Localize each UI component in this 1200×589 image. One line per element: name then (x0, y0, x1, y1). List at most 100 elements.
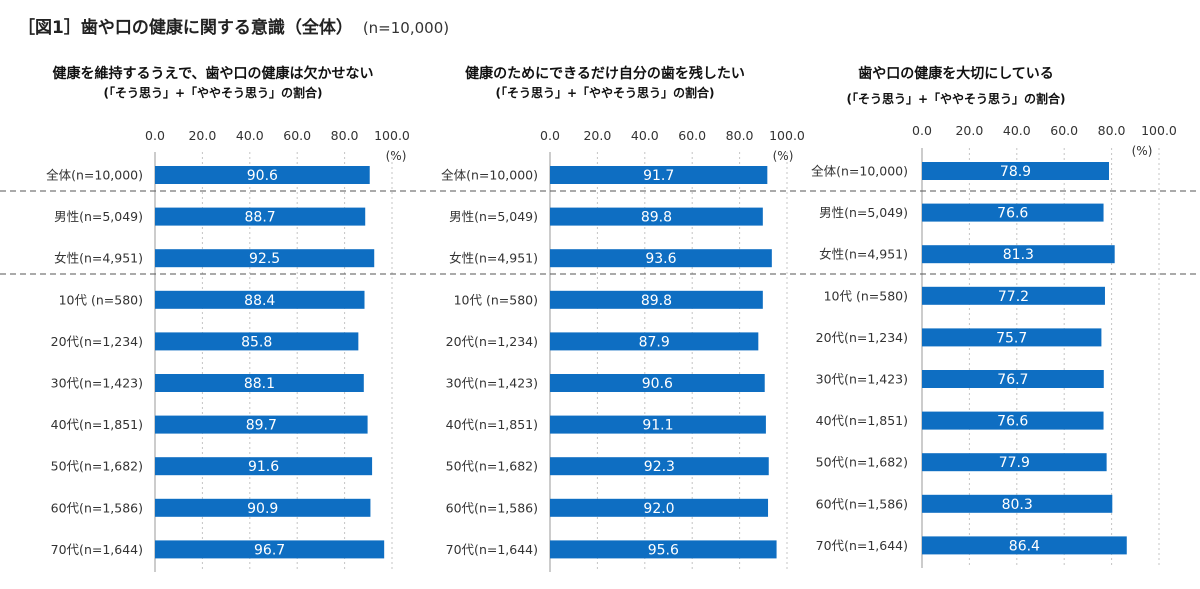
chart3-unit-label: (%) (1132, 144, 1153, 158)
chart3-data-label: 75.7 (996, 330, 1027, 346)
chart1-bar (155, 166, 370, 184)
chart2-bar (550, 415, 766, 434)
chart2-bar (550, 498, 769, 517)
chart1-bar (155, 249, 375, 268)
chart2-tick-label: 100.0 (769, 128, 805, 143)
chart3-bar (922, 162, 1109, 180)
chart2-data-label: 89.8 (641, 293, 672, 309)
chart1-category-label: 20代(n=1,234) (51, 334, 143, 349)
chart3-subtitle: (「そう思う」+「ややそう思う」の割合) (846, 91, 1065, 106)
chart1-bar (155, 415, 368, 434)
chart3-bar (922, 286, 1105, 305)
chart1-data-label: 88.1 (244, 376, 275, 392)
chart3-category-label: 全体(n=10,000) (811, 164, 908, 179)
chart3-category-label: 50代(n=1,682) (816, 455, 908, 470)
chart2-category-label: 70代(n=1,644) (446, 542, 538, 557)
chart2-bar (550, 290, 763, 309)
chart2-bar (550, 457, 769, 476)
chart3-data-label: 76.6 (997, 206, 1028, 222)
chart1-data-label: 88.7 (245, 210, 276, 226)
chart3-bar (922, 328, 1102, 347)
chart1-category-label: 70代(n=1,644) (51, 542, 143, 557)
chart1-tick-label: 0.0 (145, 128, 165, 143)
chart3-tick-label: 60.0 (1050, 123, 1078, 138)
chart2-tick-label: 20.0 (583, 128, 611, 143)
chart3-bar (922, 370, 1104, 388)
chart1-title: 健康を維持するうえで、歯や口の健康は欠かせない (52, 65, 373, 82)
chart1-category-label: 10代 (n=580) (59, 292, 143, 307)
chart1-tick-label: 40.0 (236, 128, 264, 143)
chart3-data-label: 77.2 (998, 289, 1029, 305)
chart2-subtitle: (「そう思う」+「ややそう思う」の割合) (495, 85, 714, 100)
chart1-data-label: 88.4 (244, 293, 275, 309)
chart2-data-label: 92.3 (644, 459, 675, 475)
figure-title: ［図1］歯や口の健康に関する意識（全体） (n=10,000) (18, 13, 449, 38)
chart1-data-label: 85.8 (241, 334, 272, 350)
chart1-tick-label: 60.0 (283, 128, 311, 143)
chart3-tick-label: 40.0 (1003, 123, 1031, 138)
chart2-data-label: 95.6 (648, 542, 679, 558)
chart2-tick-label: 80.0 (726, 128, 754, 143)
chart1-category-label: 女性(n=4,951) (54, 251, 143, 266)
chart3-category-label: 女性(n=4,951) (819, 247, 908, 262)
chart2-data-label: 89.8 (641, 210, 672, 226)
figure-title-text: ［図1］歯や口の健康に関する意識（全体） (18, 18, 353, 38)
chart1-category-label: 30代(n=1,423) (51, 376, 143, 391)
chart2-category-label: 男性(n=5,049) (449, 209, 538, 224)
chart2-bar (550, 249, 772, 268)
chart1-category-label: 50代(n=1,682) (51, 459, 143, 474)
chart1-category-label: 40代(n=1,851) (51, 417, 143, 432)
chart3-data-label: 76.6 (997, 414, 1028, 430)
chart1-bar (155, 332, 359, 351)
chart1-tick-label: 20.0 (188, 128, 216, 143)
chart3-data-label: 80.3 (1002, 497, 1033, 513)
chart2-unit-label: (%) (773, 149, 794, 163)
chart2-tick-label: 0.0 (540, 128, 560, 143)
chart1-data-label: 92.5 (249, 251, 280, 267)
chart3-tick-label: 80.0 (1098, 123, 1126, 138)
chart1-bar (155, 374, 364, 392)
chart1-tick-label: 80.0 (331, 128, 359, 143)
chart3-data-label: 86.4 (1009, 538, 1040, 554)
chart2-data-label: 92.0 (643, 501, 674, 517)
chart2-data-label: 91.7 (643, 168, 674, 184)
chart3-bar (922, 203, 1104, 222)
chart1-category-label: 全体(n=10,000) (46, 168, 143, 183)
chart3-bar (922, 245, 1115, 264)
chart1-bar (155, 290, 365, 309)
chart1-bar (155, 457, 373, 476)
chart2-bar (550, 374, 765, 392)
chart2-category-label: 60代(n=1,586) (446, 500, 538, 515)
chart1-bar (155, 540, 385, 559)
chart2-tick-label: 40.0 (631, 128, 659, 143)
figure-sample-size: (n=10,000) (362, 19, 450, 37)
chart1-bar (155, 498, 371, 517)
chart3-tick-label: 100.0 (1141, 123, 1177, 138)
chart1-subtitle: (「そう思う」+「ややそう思う」の割合) (103, 85, 322, 100)
chart1-data-label: 90.9 (247, 501, 278, 517)
chart1-category-label: 60代(n=1,586) (51, 500, 143, 515)
chart2-category-label: 20代(n=1,234) (446, 334, 538, 349)
chart3-data-label: 81.3 (1003, 247, 1034, 263)
chart3-category-label: 70代(n=1,644) (816, 538, 908, 553)
chart3-category-label: 20代(n=1,234) (816, 330, 908, 345)
chart2-tick-label: 60.0 (678, 128, 706, 143)
chart3-category-label: 40代(n=1,851) (816, 413, 908, 428)
chart2-data-label: 93.6 (645, 251, 676, 267)
chart2-title: 健康のためにできるだけ自分の歯を残したい (465, 65, 745, 82)
chart2-category-label: 10代 (n=580) (454, 292, 538, 307)
chart1-data-label: 96.7 (254, 542, 285, 558)
chart2-category-label: 女性(n=4,951) (449, 251, 538, 266)
chart2-category-label: 30代(n=1,423) (446, 376, 538, 391)
chart3-data-label: 78.9 (1000, 164, 1031, 180)
chart3-tick-label: 0.0 (912, 123, 932, 138)
chart3-bar (922, 411, 1104, 430)
chart3-category-label: 男性(n=5,049) (819, 205, 908, 220)
chart3-category-label: 60代(n=1,586) (816, 496, 908, 511)
chart2-data-label: 87.9 (639, 334, 670, 350)
chart3-data-label: 77.9 (999, 455, 1030, 471)
chart2-data-label: 90.6 (642, 376, 673, 392)
chart2-bar (550, 540, 777, 559)
chart2-category-label: 40代(n=1,851) (446, 417, 538, 432)
